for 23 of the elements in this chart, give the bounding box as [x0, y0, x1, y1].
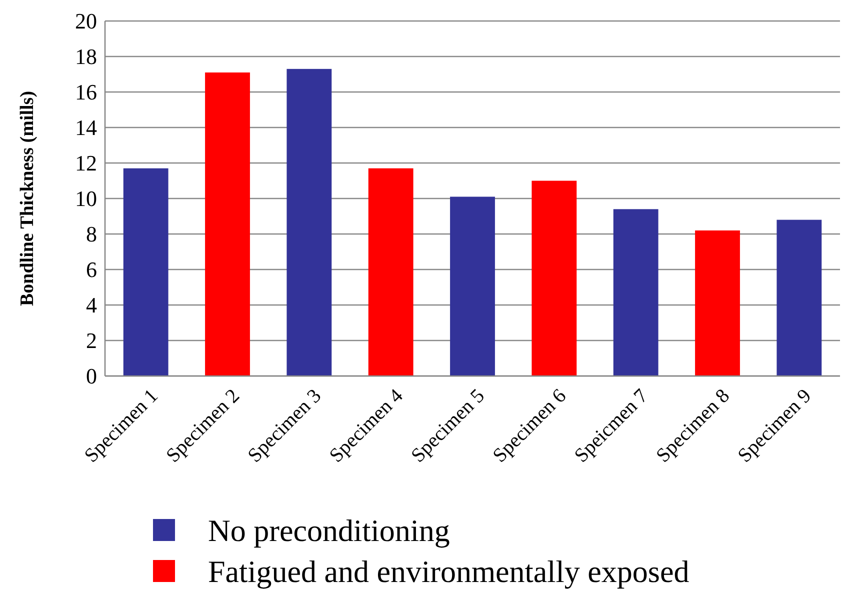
bar [123, 168, 168, 376]
y-axis-title: Bondline Thickness (mills) [17, 90, 38, 306]
y-tick-label: 20 [75, 8, 97, 34]
bar [205, 72, 250, 376]
bar [695, 230, 740, 376]
bar [532, 180, 577, 376]
y-tick-label: 4 [86, 292, 97, 318]
y-tick-label: 14 [75, 115, 97, 140]
legend-label: Fatigued and environmentally exposed [208, 554, 690, 589]
bar [613, 209, 658, 376]
legend-label: No preconditioning [208, 512, 450, 548]
bar [286, 68, 332, 376]
bar [776, 220, 822, 376]
y-tick-label: 10 [75, 186, 97, 212]
y-tick-label: 8 [86, 222, 97, 247]
y-tick-label: 2 [86, 328, 97, 354]
y-tick-label: 18 [75, 44, 97, 70]
y-tick-label: 6 [86, 257, 97, 282]
y-tick-label: 16 [75, 80, 97, 105]
bar [450, 196, 495, 376]
y-tick-label: 0 [86, 364, 97, 389]
bar [368, 168, 414, 376]
y-tick-label: 12 [75, 150, 97, 176]
